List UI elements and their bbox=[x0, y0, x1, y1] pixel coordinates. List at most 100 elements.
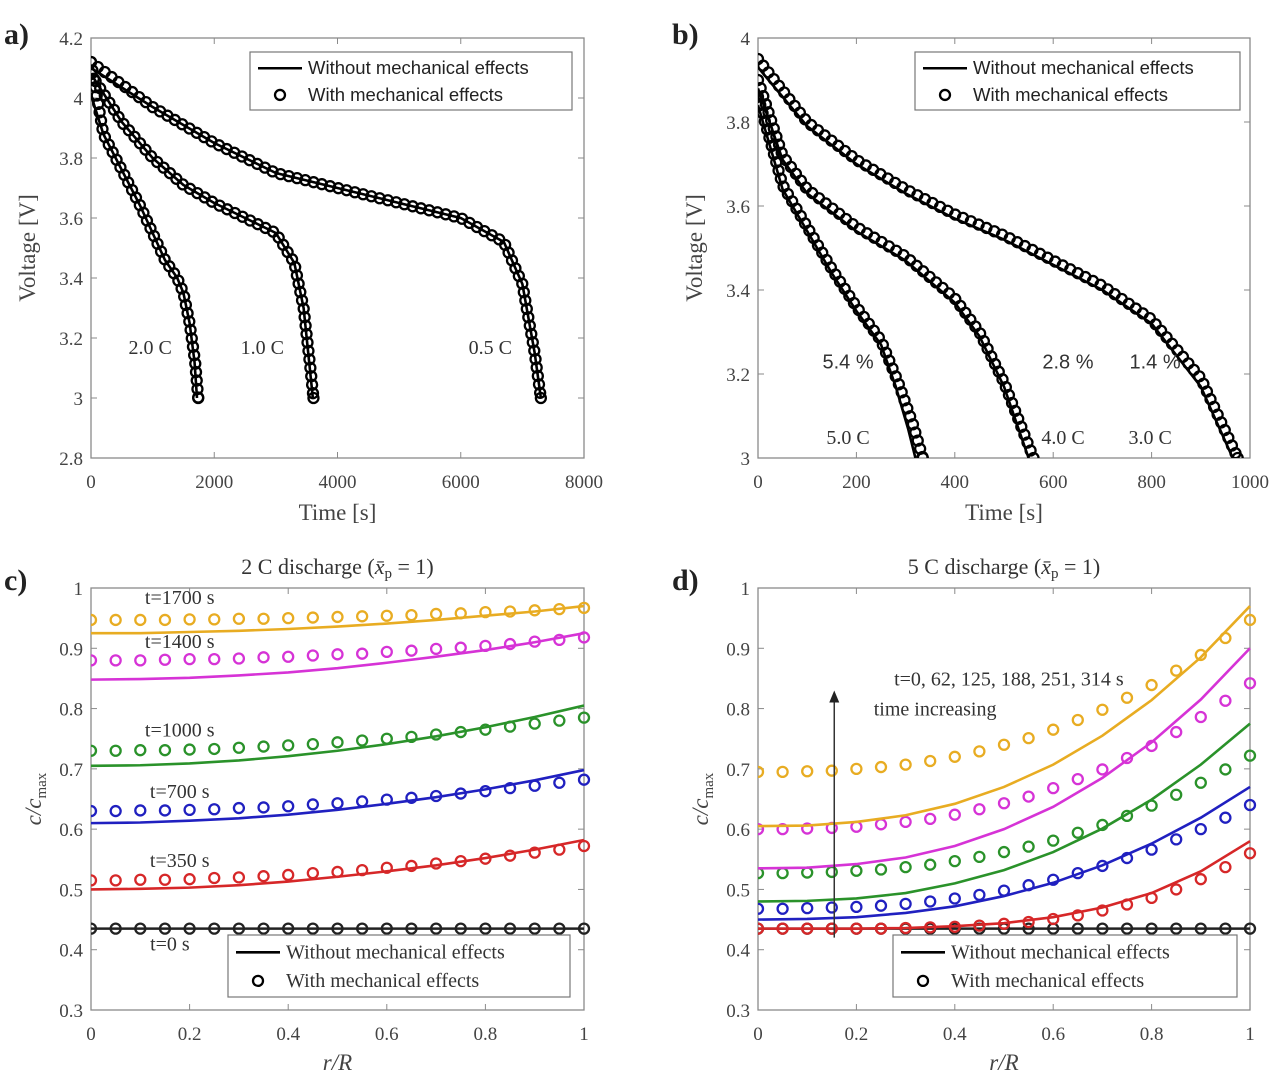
series-marker-1 bbox=[405, 859, 418, 873]
series-marker-05C bbox=[274, 167, 287, 181]
series-marker-0 bbox=[158, 922, 172, 935]
series-marker-4 bbox=[528, 635, 541, 648]
legend: Without mechanical effects With mechanica… bbox=[892, 934, 1238, 998]
series-marker-4 bbox=[1047, 781, 1060, 795]
series-marker-3 bbox=[282, 739, 295, 752]
title-var: x̄ bbox=[1040, 554, 1051, 579]
series-marker-20C bbox=[94, 114, 108, 127]
series-marker-0 bbox=[331, 922, 344, 935]
series-marker-10C bbox=[304, 361, 317, 374]
series-marker-1 bbox=[1170, 883, 1183, 896]
series-marker-0 bbox=[282, 922, 295, 935]
series-marker-3 bbox=[257, 740, 270, 753]
series-marker-5 bbox=[948, 750, 961, 763]
series-marker-0 bbox=[479, 922, 492, 935]
panel-label: c) bbox=[4, 564, 27, 597]
series-marker-1 bbox=[503, 849, 517, 862]
series-marker-0 bbox=[1170, 922, 1183, 935]
series-marker-3 bbox=[208, 742, 221, 756]
series-marker-5 bbox=[1071, 713, 1084, 727]
series-marker-0 bbox=[503, 922, 517, 935]
legend-marker-swatch bbox=[251, 974, 265, 988]
series-marker-2 bbox=[825, 901, 838, 914]
series-line-4 bbox=[758, 647, 1251, 870]
series-marker-5 bbox=[257, 612, 270, 625]
series-marker-0 bbox=[429, 922, 443, 935]
x-tick-label: 0.2 bbox=[845, 1024, 869, 1045]
series-marker-3 bbox=[109, 744, 122, 757]
x-tick-label: 8000 bbox=[565, 472, 603, 493]
series-marker-4 bbox=[503, 637, 517, 651]
series-marker-1 bbox=[1047, 912, 1060, 926]
series-marker-1 bbox=[1120, 898, 1134, 911]
series-marker-0 bbox=[208, 922, 221, 935]
series-marker-0 bbox=[134, 922, 147, 935]
title-prefix: 5 C discharge ( bbox=[908, 554, 1041, 579]
series-marker-50C bbox=[770, 156, 783, 169]
series-marker-3 bbox=[429, 728, 443, 741]
x-axis-label: r/R bbox=[323, 1050, 352, 1075]
y-tick-label: 3.6 bbox=[726, 197, 750, 218]
series-marker-1 bbox=[232, 871, 246, 884]
plot-content bbox=[91, 55, 548, 405]
series-marker-4 bbox=[208, 652, 221, 666]
series-marker-4 bbox=[924, 812, 937, 826]
arrow-head-icon bbox=[829, 690, 840, 703]
y-axis-label-main: c/c bbox=[688, 799, 713, 826]
series-marker-1 bbox=[1145, 891, 1158, 905]
series-label: t=350 s bbox=[150, 850, 210, 872]
annotation: 5.4 % bbox=[822, 351, 873, 373]
series-marker-1 bbox=[1096, 904, 1109, 917]
series-marker-3 bbox=[758, 867, 765, 880]
chart-title: 2 C discharge (x̄p = 1) bbox=[241, 554, 433, 582]
series-marker-20C bbox=[178, 290, 191, 303]
series-marker-3 bbox=[380, 732, 393, 745]
series-marker-5 bbox=[331, 610, 344, 624]
series-marker-0 bbox=[1243, 922, 1257, 935]
y-axis-label: c/cmax bbox=[21, 772, 50, 825]
series-marker-3 bbox=[850, 864, 863, 877]
series-marker-5 bbox=[208, 613, 221, 626]
legend-entry-with: With mechanical effects bbox=[308, 84, 503, 105]
y-tick-label: 0.9 bbox=[726, 639, 750, 660]
series-marker-1 bbox=[1071, 909, 1084, 922]
series-marker-05C bbox=[340, 184, 353, 197]
series-marker-10C bbox=[295, 294, 309, 307]
x-tick-label: 0 bbox=[86, 1024, 96, 1045]
series-marker-2 bbox=[1219, 811, 1232, 824]
series-marker-20C bbox=[91, 72, 101, 85]
series-marker-10C bbox=[301, 336, 314, 349]
series-marker-0 bbox=[183, 922, 196, 935]
series-marker-10C bbox=[292, 277, 305, 290]
series-marker-4 bbox=[973, 803, 986, 816]
series-marker-10C bbox=[300, 327, 313, 341]
series-marker-3 bbox=[1071, 826, 1084, 839]
series-marker-05C bbox=[529, 352, 542, 366]
series-marker-4 bbox=[776, 822, 789, 836]
series-line-5 bbox=[758, 605, 1251, 828]
series-marker-05C bbox=[307, 176, 320, 189]
x-tick-label: 0 bbox=[86, 472, 96, 493]
series-marker-5 bbox=[355, 610, 369, 623]
series-marker-2 bbox=[973, 888, 986, 902]
y-tick-label: 3.8 bbox=[726, 113, 750, 134]
annotation: 2.8 % bbox=[1042, 351, 1093, 373]
y-tick-label: 0.3 bbox=[726, 1001, 750, 1022]
series-marker-30C bbox=[1231, 451, 1244, 458]
series-marker-3 bbox=[405, 730, 418, 744]
series-marker-50C bbox=[758, 115, 772, 128]
series-marker-2 bbox=[1071, 867, 1084, 880]
series-marker-10C bbox=[307, 391, 320, 405]
series-marker-4 bbox=[405, 644, 418, 657]
y-tick-label: 3.6 bbox=[59, 209, 83, 230]
legend-entry-without: Without mechanical effects bbox=[973, 57, 1194, 78]
series-marker-5 bbox=[874, 760, 888, 774]
series-marker-0 bbox=[1194, 922, 1207, 935]
series-marker-5 bbox=[1243, 613, 1257, 627]
chart-panel-b: b) 0 200 400 600 800 1000 3 3.2 3.4 3.6 3.8 4 Time [s… bbox=[672, 18, 1269, 525]
series-marker-3 bbox=[899, 860, 912, 874]
series-marker-30C bbox=[758, 52, 765, 66]
y-tick-label: 0.3 bbox=[59, 1001, 83, 1022]
series-marker-10C bbox=[305, 378, 319, 391]
series-marker-1 bbox=[183, 873, 196, 886]
